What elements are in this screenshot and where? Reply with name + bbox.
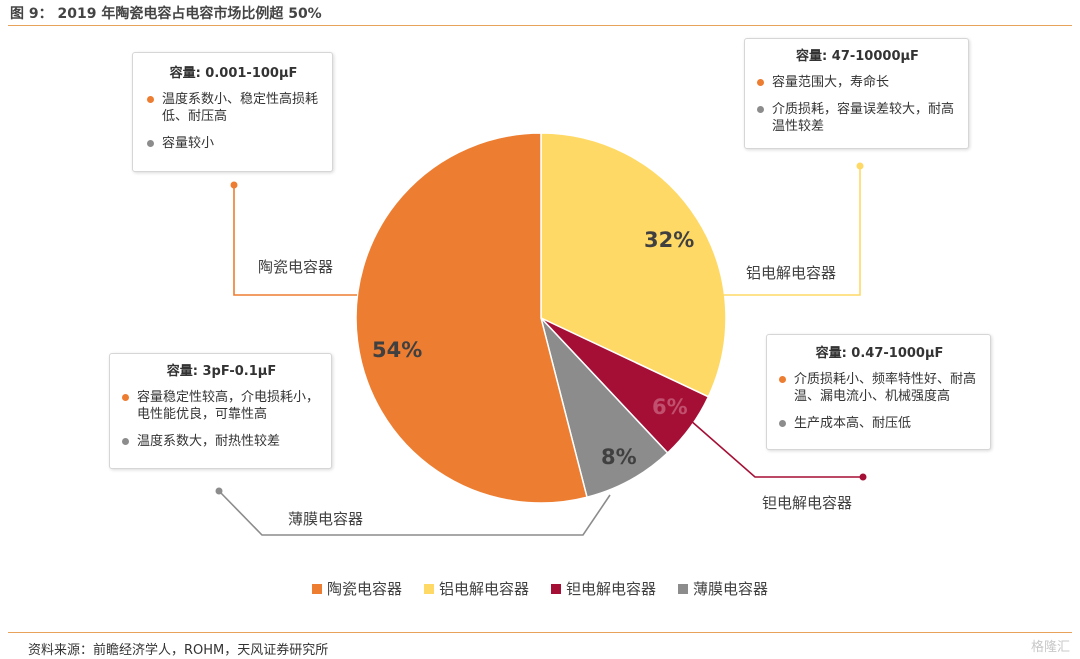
value-label-ceramic: 54% (372, 338, 422, 362)
annotation-box-tantalum: 容量: 0.47-1000μF 介质损耗小、频率特性好、耐高温、漏电流小、机械强… (766, 334, 991, 450)
pie-chart: 陶瓷电容器 铝电解电容器 钽电解电容器 薄膜电容器 54% 32% 6% 8% (215, 132, 867, 536)
legend-swatch (423, 583, 434, 594)
legend-item-film: 薄膜电容器 (678, 578, 768, 599)
leader-line-tantalum (689, 419, 863, 478)
chart-legend: 陶瓷电容器 铝电解电容器 钽电解电容器 薄膜电容器 (0, 578, 1080, 599)
cons-text: 容量较小 (162, 136, 215, 151)
leader-lines (215, 162, 867, 536)
con-bullet-icon (122, 438, 129, 445)
legend-label: 钽电解电容器 (566, 580, 657, 598)
legend-swatch (551, 583, 561, 594)
leader-dot-tantalum (859, 473, 867, 481)
leader-line-ceramic (233, 185, 357, 296)
bottom-divider (8, 632, 1072, 633)
value-label-tantalum: 6% (652, 395, 688, 419)
leader-line-film (218, 490, 611, 536)
cons-text: 生产成本高、耐压低 (794, 416, 912, 431)
legend-item-tantalum: 钽电解电容器 (551, 578, 656, 599)
category-label-tantalum: 钽电解电容器 (762, 494, 852, 512)
legend-swatch (678, 583, 689, 594)
pie-slice-ceramic (355, 132, 588, 504)
source-note: 资料来源：前瞻经济学人，ROHM，天风证券研究所 (28, 643, 329, 658)
top-divider (8, 25, 1072, 26)
category-label-aluminum: 铝电解电容器 (746, 264, 836, 282)
legend-label: 薄膜电容器 (693, 580, 769, 598)
legend-label: 陶瓷电容器 (326, 580, 402, 598)
legend-item-ceramic: 陶瓷电容器 (311, 578, 402, 599)
leader-dot-aluminum (856, 162, 864, 170)
category-label-ceramic: 陶瓷电容器 (258, 258, 333, 276)
con-bullet-icon (147, 140, 154, 147)
category-label-film: 薄膜电容器 (288, 510, 363, 528)
value-label-film: 8% (601, 445, 637, 469)
pros-text: 容量稳定性较高，介电损耗小，电性能优良，可靠性高 (137, 390, 320, 422)
con-bullet-icon (779, 420, 786, 427)
watermark-logo: 格隆汇 (1030, 640, 1070, 655)
pros-text: 容量范围大，寿命长 (772, 75, 890, 90)
figure-title: 图 9： 2019 年陶瓷电容占电容市场比例超 50% (10, 6, 322, 22)
pie-slice-aluminum (540, 132, 727, 398)
leader-line-aluminum (718, 166, 861, 296)
leader-dot-ceramic (230, 181, 238, 189)
leader-dot-film (215, 487, 223, 495)
annotation-box-film: 容量: 3pF-0.1μF 容量稳定性较高，介电损耗小，电性能优良，可靠性高 温… (109, 353, 332, 469)
legend-swatch (311, 583, 322, 594)
annotation-box-ceramic: 容量: 0.001-100μF 温度系数小、稳定性高损耗低、耐压高 容量较小 (132, 52, 333, 172)
legend-item-aluminum: 铝电解电容器 (423, 578, 529, 599)
value-label-aluminum: 32% (644, 228, 694, 252)
cons-text: 温度系数大，耐热性较差 (137, 434, 281, 449)
pie-slices (355, 132, 727, 504)
annotation-box-aluminum: 容量: 47-10000μF 容量范围大，寿命长 介质损耗，容量误差较大，耐高温… (744, 38, 969, 149)
legend-label: 铝电解电容器 (438, 580, 529, 598)
capacity-text: 容量: 0.001-100μF (169, 66, 298, 81)
capacity-text: 容量: 3pF-0.1μF (166, 364, 277, 379)
pro-bullet-icon (757, 79, 764, 86)
pro-bullet-icon (122, 394, 129, 401)
con-bullet-icon (757, 106, 764, 113)
pie-slice-film (540, 317, 669, 499)
capacity-text: 容量: 47-10000μF (796, 49, 919, 64)
pros-text: 介质损耗小、频率特性好、耐高温、漏电流小、机械强度高 (794, 372, 977, 404)
cons-text: 介质损耗，容量误差较大，耐高温性较差 (772, 102, 955, 134)
pro-bullet-icon (147, 96, 154, 103)
pros-text: 温度系数小、稳定性高损耗低、耐压高 (162, 92, 319, 124)
capacity-text: 容量: 0.47-1000μF (815, 346, 944, 361)
pro-bullet-icon (779, 376, 786, 383)
